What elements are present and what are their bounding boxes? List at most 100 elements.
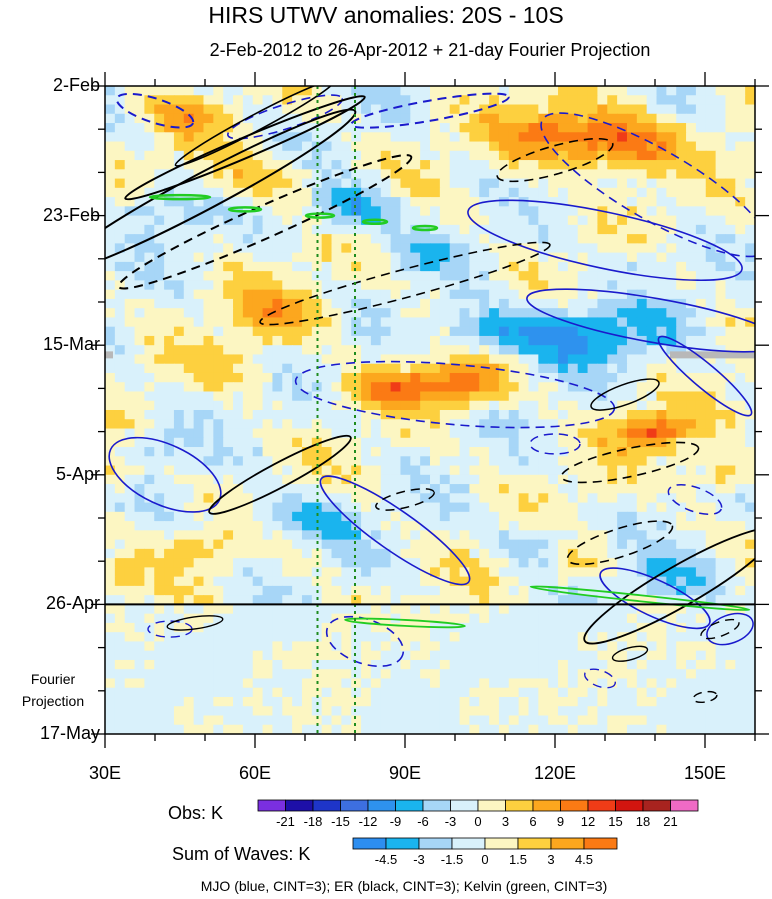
heatmap-cell: [459, 474, 470, 485]
heatmap-cell: [420, 289, 431, 300]
heatmap-cell: [311, 521, 323, 531]
heatmap-cell: [321, 521, 333, 531]
heatmap-cell: [449, 511, 461, 522]
heatmap-cell: [666, 178, 677, 189]
heatmap-cell: [449, 335, 461, 346]
heatmap-cell: [558, 354, 569, 365]
heatmap-cell: [607, 354, 618, 365]
heatmap-cell: [666, 326, 677, 337]
heatmap-cell: [223, 530, 234, 541]
heatmap-cell: [715, 252, 727, 263]
heatmap-cell: [370, 622, 382, 633]
wave-contour: [599, 567, 711, 630]
heatmap-cell: [735, 197, 746, 207]
heatmap-cell: [548, 530, 559, 541]
heatmap-cell: [114, 622, 126, 633]
heatmap-cell: [695, 271, 707, 281]
heatmap-cell: [508, 86, 520, 96]
heatmap-cell: [154, 632, 165, 643]
heatmap-cell: [489, 160, 500, 170]
heatmap-cell: [666, 650, 677, 661]
heatmap-cell: [193, 669, 205, 680]
heatmap-cell: [745, 95, 755, 106]
heatmap-cell: [626, 558, 638, 568]
colorbar-swatch: [532, 799, 561, 812]
heatmap-cell: [469, 447, 480, 457]
heatmap-cell: [725, 308, 736, 319]
colorbar-swatch: [367, 799, 396, 812]
heatmap-cell: [666, 585, 677, 596]
heatmap-cell: [301, 548, 313, 559]
heatmap-cell: [193, 252, 205, 263]
heatmap-cell: [252, 160, 264, 170]
heatmap-cell: [489, 706, 500, 717]
heatmap-cell: [144, 391, 155, 402]
heatmap-cell: [538, 400, 549, 411]
heatmap-cell: [292, 271, 303, 281]
heatmap-cell: [587, 86, 599, 96]
heatmap-cell: [292, 252, 303, 263]
heatmap-cell: [498, 558, 510, 568]
heatmap-cell: [223, 169, 234, 180]
heatmap-cell: [587, 474, 599, 485]
heatmap-cell: [518, 169, 530, 180]
heatmap-cell: [666, 613, 677, 624]
heatmap-cell: [676, 215, 687, 226]
heatmap-cell: [479, 419, 490, 430]
colorbar-swatch: [615, 799, 644, 812]
heatmap-cell: [272, 104, 283, 115]
heatmap-cell: [213, 678, 224, 689]
heatmap-cell: [705, 326, 717, 337]
heatmap-cell: [745, 271, 755, 281]
heatmap-cell: [636, 604, 648, 615]
heatmap-cell: [380, 252, 392, 263]
heatmap-cell: [301, 724, 313, 734]
heatmap-cell: [154, 567, 165, 578]
heatmap-cell: [449, 345, 461, 356]
heatmap-cell: [193, 178, 205, 189]
heatmap-cell: [341, 521, 352, 531]
heatmap-cell: [351, 345, 362, 356]
heatmap-cell: [154, 595, 165, 605]
heatmap-cell: [587, 141, 599, 152]
heatmap-cell: [420, 345, 431, 356]
heatmap-cell: [735, 308, 746, 319]
heatmap-cell: [558, 604, 569, 615]
heatmap-cell: [262, 558, 274, 568]
heatmap-cell: [321, 271, 333, 281]
heatmap-cell: [262, 669, 274, 680]
heatmap-cell: [646, 197, 658, 207]
heatmap-cell: [233, 428, 244, 439]
heatmap-cell: [400, 595, 411, 605]
heatmap-cell: [479, 539, 490, 550]
heatmap-cell: [242, 160, 254, 170]
heatmap-cell: [439, 215, 451, 226]
heatmap-cell: [597, 317, 608, 328]
heatmap-cell: [252, 410, 264, 420]
heatmap-cell: [459, 696, 470, 707]
heatmap-cell: [144, 669, 155, 680]
heatmap-cell: [272, 271, 283, 281]
heatmap-cell: [745, 437, 755, 448]
heatmap-cell: [459, 687, 470, 698]
heatmap-cell: [380, 706, 392, 717]
heatmap-cell: [154, 160, 165, 170]
heatmap-cell: [400, 521, 411, 531]
heatmap-cell: [528, 169, 539, 180]
heatmap-cell: [607, 558, 618, 568]
wave-contour: [259, 241, 551, 326]
heatmap-cell: [233, 224, 244, 235]
heatmap-cell: [400, 150, 411, 161]
heatmap-cell: [252, 391, 264, 402]
heatmap-cell: [498, 724, 510, 734]
heatmap-cell: [321, 595, 333, 605]
heatmap-cell: [351, 622, 362, 633]
heatmap-cell: [597, 104, 608, 115]
heatmap-cell: [577, 104, 589, 115]
heatmap-cell: [705, 613, 717, 624]
heatmap-cell: [134, 530, 145, 541]
heatmap-cell: [538, 511, 549, 522]
heatmap-cell: [272, 86, 283, 96]
heatmap-cell: [203, 234, 214, 244]
heatmap-cell: [567, 502, 579, 513]
